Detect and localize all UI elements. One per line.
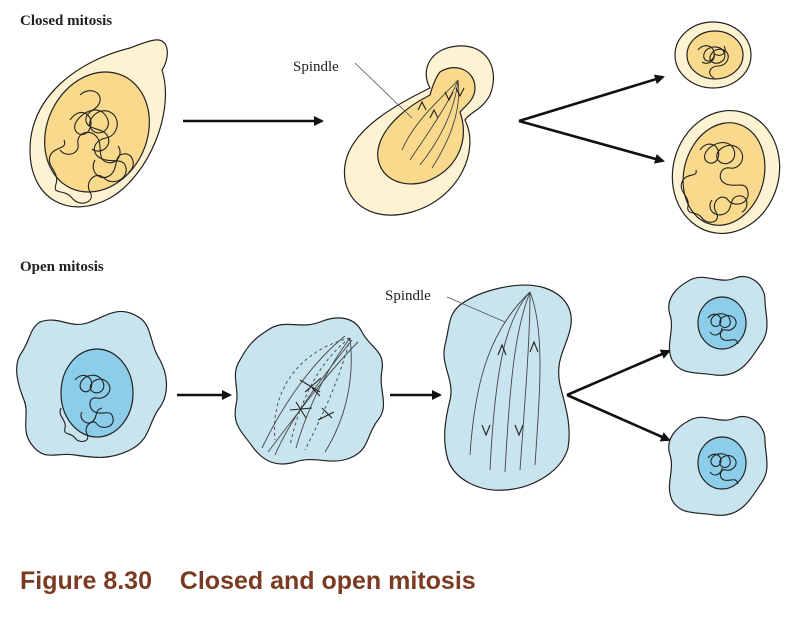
open-daughter-bottom bbox=[668, 416, 768, 516]
closed-cell-interphase bbox=[29, 39, 168, 208]
closed-daughter-small bbox=[674, 21, 752, 89]
open-cell-metaphase bbox=[234, 317, 385, 465]
closed-cell-dividing bbox=[343, 45, 494, 216]
figure-title: Closed and open mitosis bbox=[179, 567, 476, 595]
figure-caption: Figure 8.30 Closed and open mitosis bbox=[20, 567, 476, 596]
open-cell-anaphase bbox=[443, 284, 572, 491]
closed-mitosis-title: Closed mitosis bbox=[20, 13, 112, 29]
open-daughter-top bbox=[668, 276, 768, 376]
diagram-canvas: Closed mitosis Spindle bbox=[16, 13, 781, 516]
closed-spindle-label: Spindle bbox=[293, 59, 339, 75]
open-mitosis-title: Open mitosis bbox=[20, 259, 104, 275]
closed-daughter-large bbox=[671, 109, 781, 235]
open-spindle-label: Spindle bbox=[385, 288, 431, 304]
closed-branch-arrows bbox=[518, 74, 665, 164]
open-cell-interphase bbox=[16, 310, 168, 458]
open-branch-arrows bbox=[566, 349, 671, 442]
figure-number: Figure 8.30 bbox=[20, 567, 152, 595]
